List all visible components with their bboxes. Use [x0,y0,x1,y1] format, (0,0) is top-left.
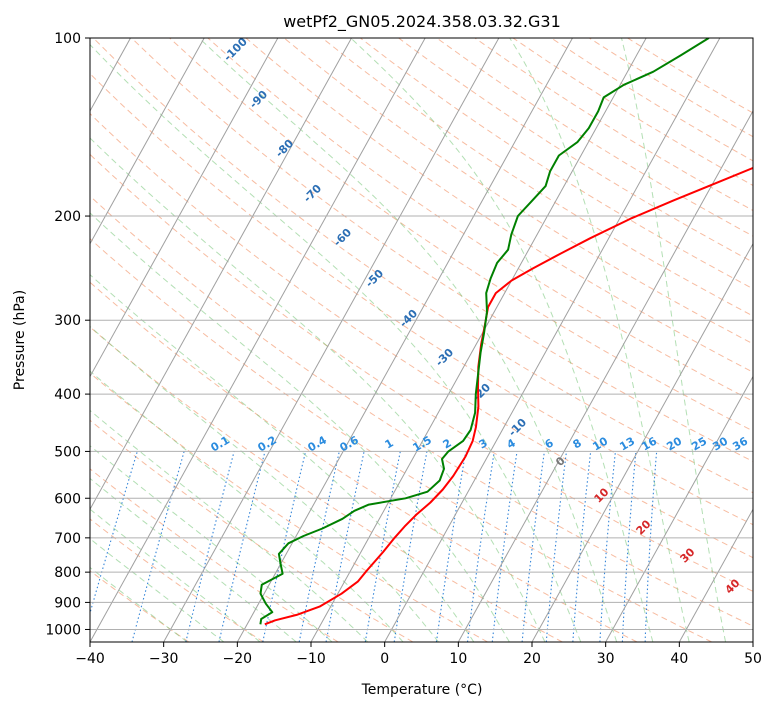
dry-adiabat [90,570,190,642]
mixing-ratio-line [491,451,518,642]
x-tick-label: 50 [744,651,762,667]
x-axis-label: Temperature (°C) [361,682,483,698]
plot-frame [89,37,754,643]
moist-adiabat [350,38,654,642]
dry-adiabat [92,38,753,494]
y-tick-label: 600 [54,491,81,507]
y-tick-label: 200 [54,209,81,225]
dry-adiabat [90,468,339,642]
dry-adiabat [90,153,753,592]
isotherm [678,508,753,642]
y-tick-label: 900 [54,595,81,611]
background-lines [90,38,753,642]
moist-adiabat [90,325,439,642]
dry-adiabat [360,38,753,290]
x-tick-label: −30 [149,651,179,667]
y-tick-label: 700 [54,531,81,547]
mixing-ratio-line [185,451,235,642]
moist-adiabat [90,273,475,642]
dry-adiabat [90,326,563,642]
moist-adiabat [509,38,690,642]
y-tick-label: 500 [54,444,81,460]
x-tick-label: 40 [670,651,688,667]
x-tick-label: 10 [449,651,467,667]
mixing-ratio-line [218,451,266,642]
dewpoint-profile-line [259,38,710,625]
x-tick-label: −10 [296,651,326,667]
isotherm [605,375,753,642]
isotherm [90,38,205,245]
dry-adiabat [207,38,753,402]
dry-adiabat [90,238,712,642]
moist-adiabat [90,370,404,642]
dry-adiabat [90,195,753,627]
y-tick-label: 800 [54,565,81,581]
dry-adiabat [90,372,488,642]
isotherm [457,109,753,642]
x-tick-label: −40 [75,651,105,667]
x-tick-label: 20 [523,651,541,667]
x-tick-label: −20 [223,651,253,667]
isotherm [90,38,426,642]
mixing-ratio-line [466,451,495,642]
isotherm [90,38,352,511]
dry-adiabat [283,38,753,345]
y-tick-label: 400 [54,387,81,403]
moist-adiabat [90,43,582,642]
mixing-ratio-line [435,451,467,642]
x-tick-label: 0 [380,651,389,667]
mixing-ratio-line [545,451,568,642]
moist-adiabat [90,445,333,642]
isotherm [310,38,647,642]
chart-title: wetPf2_GN05.2024.358.03.32.G31 [283,12,561,32]
y-axis: 100 200 300 400 500 600 700 800 900 1000 [45,31,90,638]
dry-adiabat [90,72,753,526]
isotherm [531,242,753,642]
x-axis: −40 −30 −20 −10 0 10 20 30 40 50 [75,642,762,667]
profile-series [259,38,753,626]
moist-adiabat [621,38,727,642]
x-tick-label: 30 [597,651,615,667]
mixing-ratio-line [90,451,138,616]
y-tick-label: 300 [54,313,81,329]
isotherm [384,38,721,642]
isotherm [163,38,500,642]
moist-adiabat [90,212,510,642]
dry-adiabat [90,518,264,642]
isotherm [90,38,279,378]
dry-adiabat [245,38,753,373]
moist-adiabat [198,38,618,642]
dry-adiabat [90,281,638,642]
moist-adiabat [90,409,369,642]
mixing-ratio-line [521,451,545,642]
y-axis-label: Pressure (hPa) [12,290,28,390]
y-tick-label: 100 [54,31,81,47]
y-tick-label: 1000 [45,622,81,638]
